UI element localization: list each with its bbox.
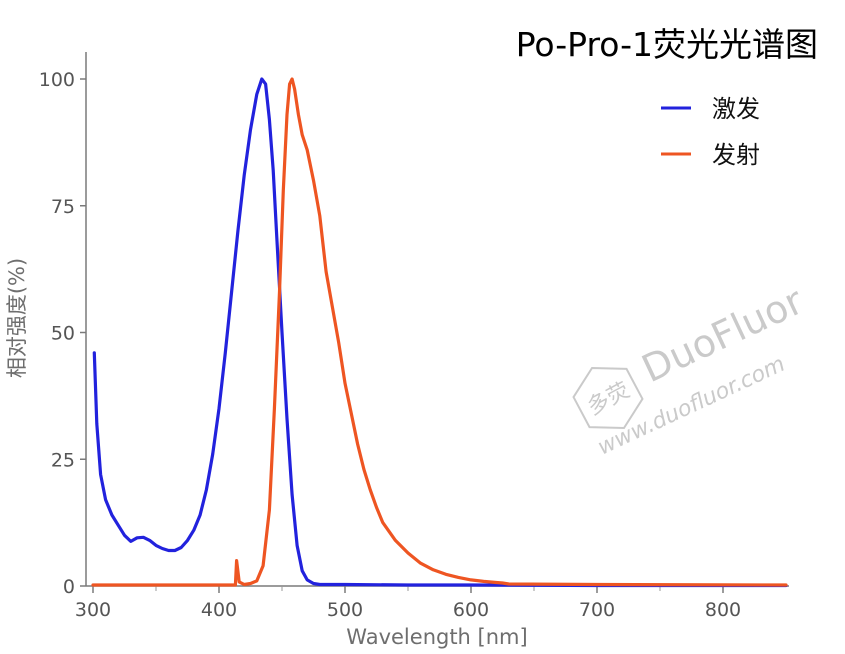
x-tick-label: 800 <box>705 599 741 621</box>
x-axis-title: Wavelength [nm] <box>346 625 527 649</box>
x-axis: 300 400 500 600 700 800 Wavelength [nm] <box>75 585 789 649</box>
legend: 激发 发射 <box>661 95 760 169</box>
y-tick-label: 0 <box>63 576 75 598</box>
legend-label-emission: 发射 <box>712 141 760 169</box>
x-tick-label: 300 <box>75 599 111 621</box>
y-tick-label: 25 <box>51 449 75 471</box>
y-tick-label: 75 <box>51 196 75 218</box>
series-layer <box>91 77 788 588</box>
x-tick-label: 700 <box>579 599 615 621</box>
watermark-logo-text: 多荧 <box>583 378 634 421</box>
x-tick-label: 400 <box>201 599 237 621</box>
legend-item-excitation: 激发 <box>661 95 760 123</box>
y-axis: 0 25 50 75 100 相对强度(%) <box>5 52 87 598</box>
y-tick-label: 100 <box>39 69 75 91</box>
x-ticks: 300 400 500 600 700 800 <box>75 586 741 621</box>
watermark: 多荧 DuoFluor www.duofluor.com <box>572 278 810 460</box>
y-tick-label: 50 <box>51 323 75 345</box>
series-line-emission <box>91 77 788 587</box>
y-ticks: 0 25 50 75 100 <box>39 69 86 598</box>
series-line-excitation <box>92 77 788 588</box>
legend-label-excitation: 激发 <box>712 95 760 123</box>
x-tick-label: 600 <box>453 599 489 621</box>
y-axis-title: 相对强度(%) <box>5 258 29 378</box>
legend-item-emission: 发射 <box>661 141 760 169</box>
chart-title: Po-Pro-1荧光光谱图 <box>516 25 818 64</box>
x-tick-label: 500 <box>327 599 363 621</box>
